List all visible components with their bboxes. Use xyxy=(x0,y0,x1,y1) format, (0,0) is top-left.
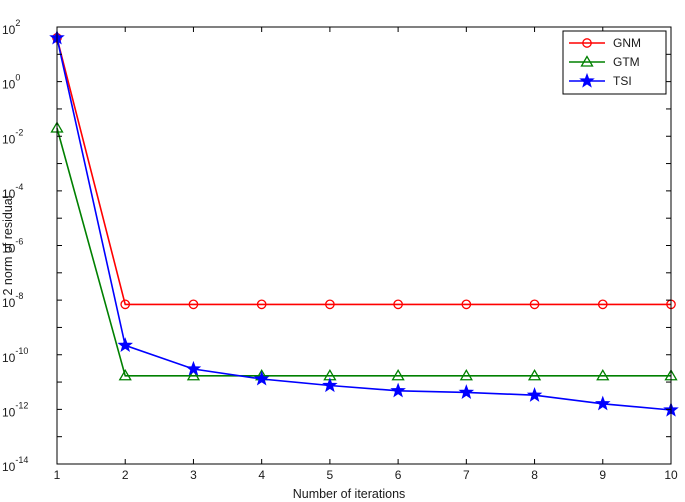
series-line-gtm xyxy=(56,127,671,377)
legend-marker-gnm xyxy=(582,38,592,48)
y-tick-label: 10-14 xyxy=(2,455,28,474)
x-tick-label: 4 xyxy=(258,468,265,482)
y-axis-label: 2 norm of residual xyxy=(1,195,15,295)
x-tick-label: 1 xyxy=(54,468,61,482)
y-tick-label: 100 xyxy=(2,73,20,92)
data-point-gnm xyxy=(461,299,472,310)
plot-area xyxy=(49,29,679,417)
x-axis-label: Number of iterations xyxy=(293,487,406,501)
x-tick-label: 6 xyxy=(395,468,402,482)
data-point-gnm xyxy=(188,299,199,310)
x-tick-label: 3 xyxy=(190,468,197,482)
axes: 1 2 3 4 5 6 7 8 9 10 102 100 10-2 10-4 10-6 10-8 10-10 10… xyxy=(1,18,678,501)
data-point-gtm xyxy=(391,368,405,381)
y-tick-label: 10-10 xyxy=(2,346,28,365)
legend-marker-gtm xyxy=(580,55,594,67)
data-point-tsi xyxy=(253,370,270,386)
y-tick-label: 10-6 xyxy=(2,237,23,256)
y-tick-label: 10-4 xyxy=(2,182,23,201)
data-point-gtm xyxy=(186,368,201,381)
y-tick-label: 10-2 xyxy=(2,127,23,146)
y-tick-label: 10-8 xyxy=(2,291,23,310)
x-tick-label: 7 xyxy=(463,468,470,482)
data-point-tsi xyxy=(526,387,543,402)
data-point-tsi xyxy=(117,337,133,352)
series-line-tsi xyxy=(56,37,672,411)
y-tick-label: 102 xyxy=(2,18,20,37)
data-point-gnm xyxy=(529,299,540,310)
series-gtm xyxy=(50,121,678,381)
data-point-gnm xyxy=(120,299,131,310)
data-point-gnm xyxy=(256,299,267,310)
data-point-tsi xyxy=(458,384,475,399)
data-point-tsi xyxy=(595,395,611,411)
data-point-gnm xyxy=(325,299,335,310)
data-point-gtm xyxy=(596,368,610,381)
data-point-gnm xyxy=(393,299,403,310)
x-tick-label: 2 xyxy=(122,468,129,482)
x-tick-label: 9 xyxy=(599,468,606,482)
x-tick-label: 5 xyxy=(327,468,334,482)
x-tick-label: 10 xyxy=(664,468,678,482)
data-point-tsi xyxy=(390,382,406,398)
legend: GNM GTM TSI xyxy=(562,30,667,95)
y-tick-label: 10-12 xyxy=(2,400,28,419)
legend-entry-gtm: GTM xyxy=(613,55,640,69)
legend-entry-tsi: TSI xyxy=(613,74,632,88)
data-point-gtm xyxy=(118,368,132,381)
legend-entry-gnm: GNM xyxy=(613,36,641,50)
data-point-gtm xyxy=(459,368,473,381)
data-point-gnm xyxy=(597,299,608,310)
data-point-tsi xyxy=(185,360,202,376)
data-point-gtm xyxy=(527,368,542,381)
series-line-gnm xyxy=(56,37,671,306)
legend-marker-tsi xyxy=(579,72,595,88)
data-point-tsi xyxy=(322,377,338,393)
x-tick-label: 8 xyxy=(531,468,538,482)
